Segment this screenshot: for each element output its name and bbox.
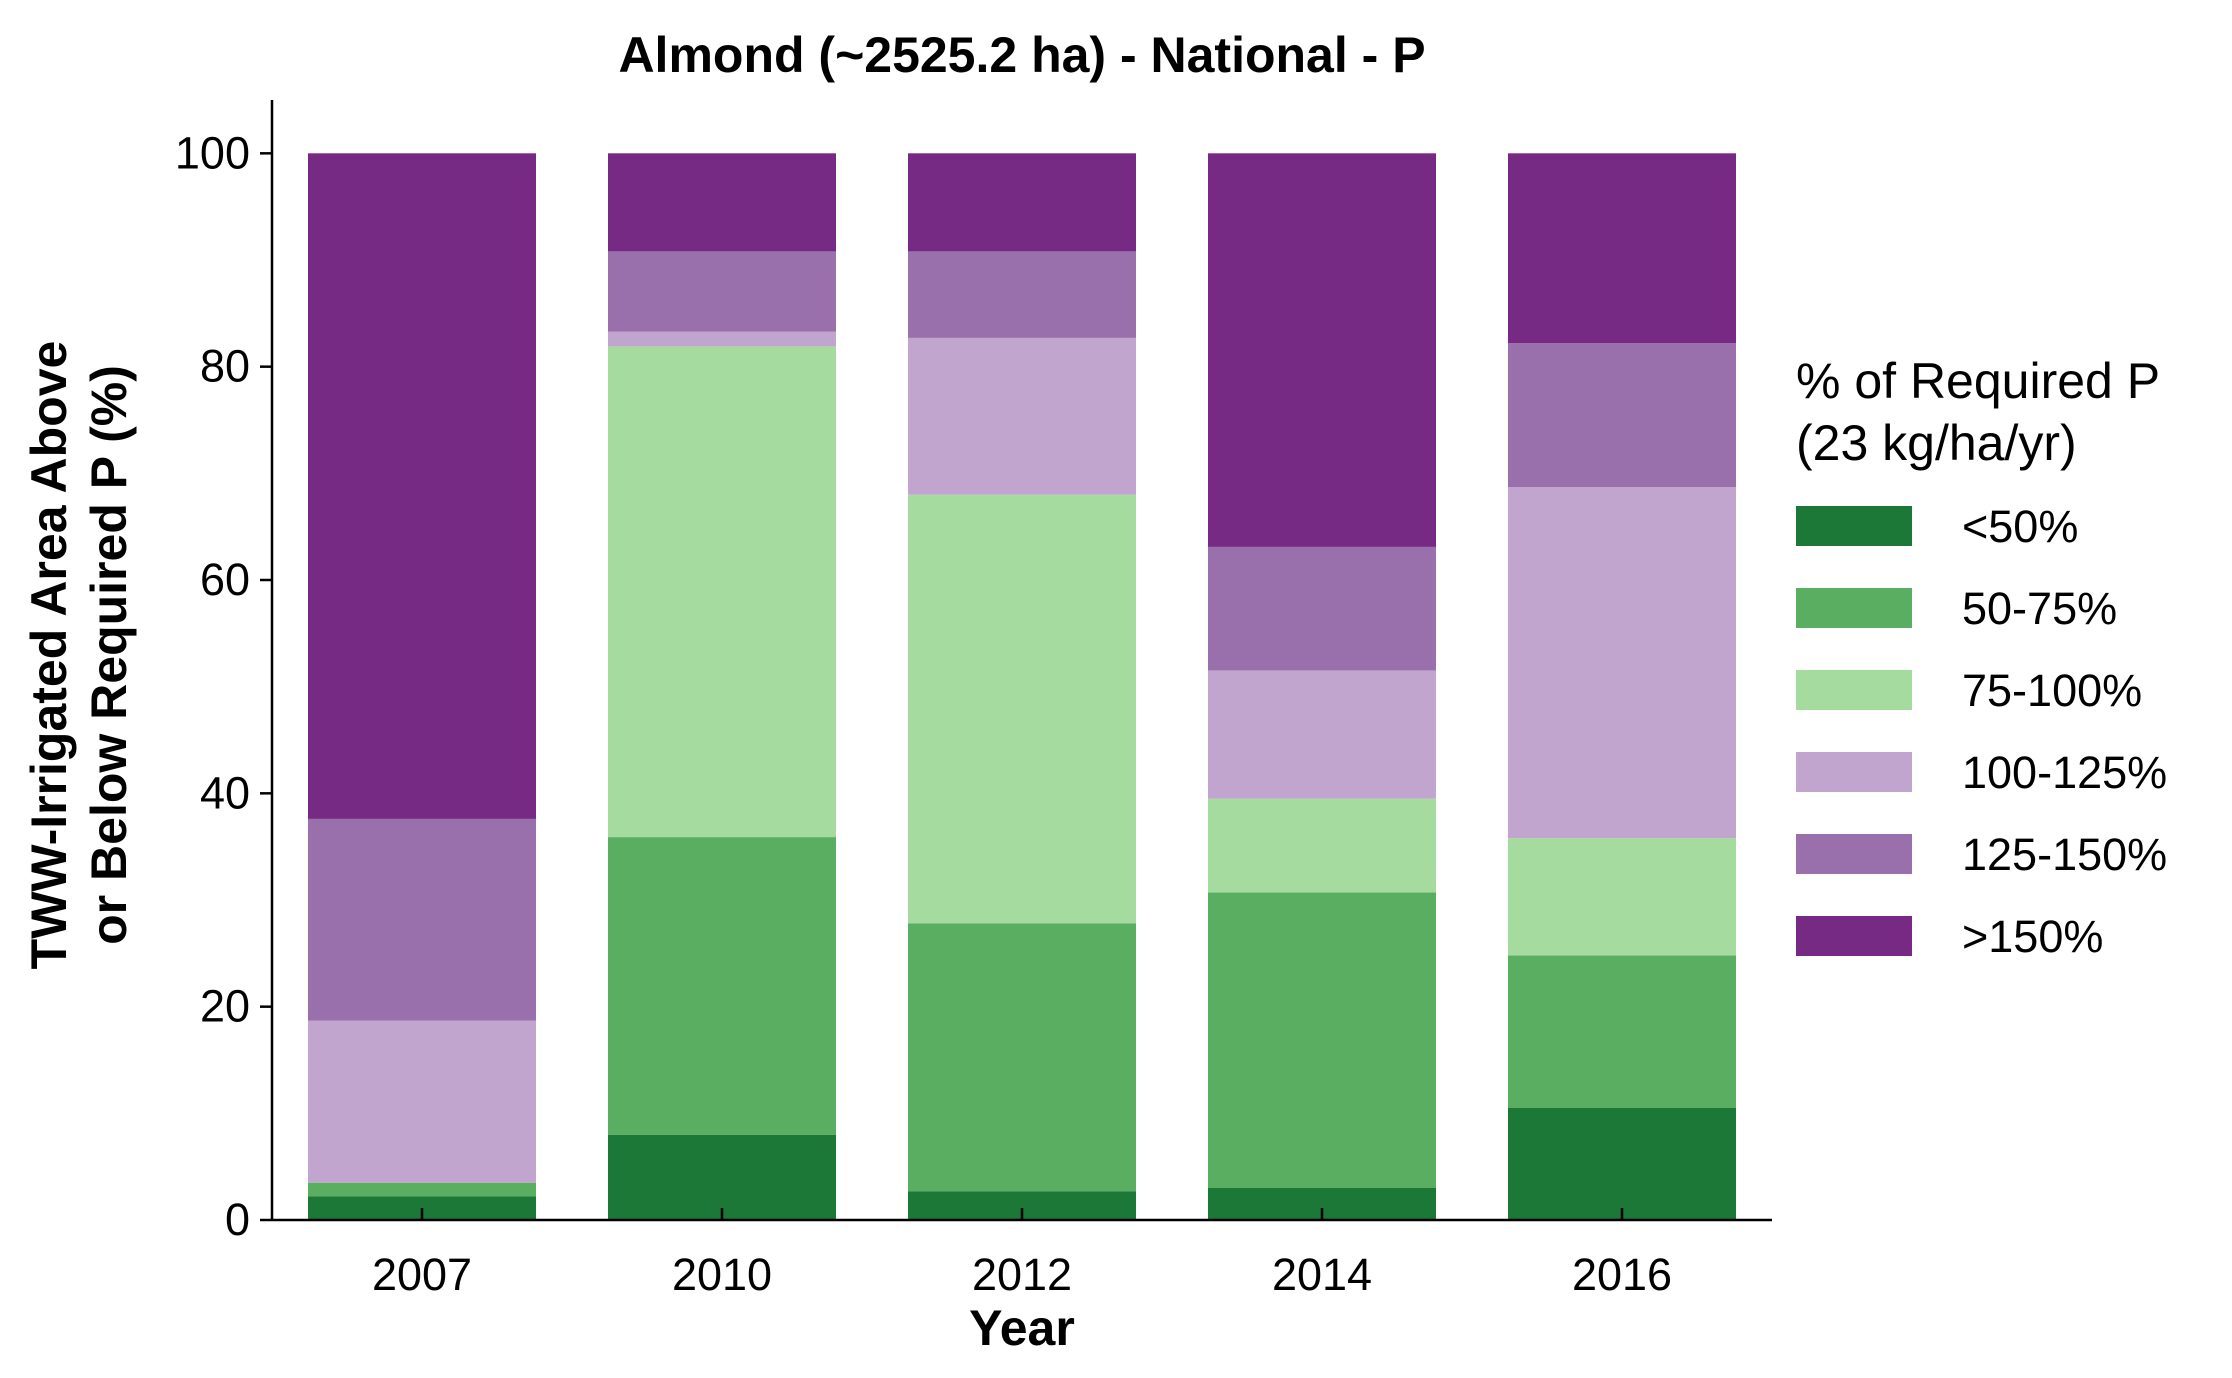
x-axis-label: Year [969,1300,1075,1356]
x-tick-label: 2010 [672,1249,772,1300]
legend-label: 100-125% [1962,747,2167,798]
bar-segment-2012-3 [908,337,1136,495]
legend-swatch [1796,752,1912,792]
bar-segment-2014-3 [1208,670,1436,799]
axes-layer: 0 20 40 60 80 100 2007 2010 2012 2014 2016 [175,100,1772,1300]
bar-segment-2016-4 [1508,343,1736,488]
chart-title: Almond (~2525.2 ha) - National - P [618,27,1425,83]
bar-segment-2012-5 [908,153,1136,252]
bar-segment-2012-4 [908,251,1136,338]
legend: % of Required P (23 kg/ha/yr) <50% 50-75%… [1796,353,2167,962]
bar-segment-2007-3 [308,1020,536,1183]
bar-segment-2010-3 [608,331,836,347]
y-tick-label: 0 [225,1194,250,1245]
bar-segment-2012-2 [908,494,1136,924]
y-tick-label: 80 [200,341,250,392]
bar-segment-2014-4 [1208,546,1436,671]
bar-segment-2016-2 [1508,838,1736,956]
y-axis-label-line-1: TWW-Irrigated Area Above [21,341,77,970]
bar-segment-2014-2 [1208,798,1436,893]
y-tick-label: 60 [200,554,250,605]
legend-swatch [1796,506,1912,546]
y-tick-label: 40 [200,767,250,818]
y-axis-label: TWW-Irrigated Area Above or Below Requir… [21,341,137,970]
bar-segment-2014-1 [1208,892,1436,1188]
bar-segment-2016-1 [1508,955,1736,1108]
bar-segment-2016-0 [1508,1108,1736,1220]
bars-layer [308,153,1736,1220]
bar-segment-2007-1 [308,1182,536,1197]
legend-label: 125-150% [1962,829,2167,880]
legend-label: <50% [1962,501,2078,552]
x-tick-label: 2007 [372,1249,472,1300]
bar-segment-2010-0 [608,1134,836,1220]
legend-title-line-2: (23 kg/ha/yr) [1796,415,2077,471]
legend-swatch [1796,916,1912,956]
bar-segment-2016-5 [1508,153,1736,344]
bar-segment-2012-1 [908,923,1136,1192]
bar-segment-2014-5 [1208,153,1436,547]
bar-segment-2010-1 [608,837,836,1135]
bar-segment-2010-5 [608,153,836,252]
legend-label: 75-100% [1962,665,2142,716]
legend-swatch [1796,588,1912,628]
x-tick-label: 2014 [1272,1249,1372,1300]
x-tick-label: 2016 [1572,1249,1672,1300]
bar-segment-2007-5 [308,153,536,819]
legend-title-line-1: % of Required P [1796,353,2160,409]
x-tick-label: 2012 [972,1249,1072,1300]
bar-segment-2016-3 [1508,487,1736,839]
y-tick-label: 20 [200,981,250,1032]
legend-label: >150% [1962,911,2103,962]
legend-swatch [1796,834,1912,874]
legend-label: 50-75% [1962,583,2117,634]
bar-segment-2010-4 [608,251,836,332]
legend-swatch [1796,670,1912,710]
y-axis-label-line-2: or Below Required P (%) [81,365,137,945]
bar-segment-2007-4 [308,818,536,1021]
y-tick-label: 100 [175,127,250,178]
bar-segment-2010-2 [608,346,836,838]
